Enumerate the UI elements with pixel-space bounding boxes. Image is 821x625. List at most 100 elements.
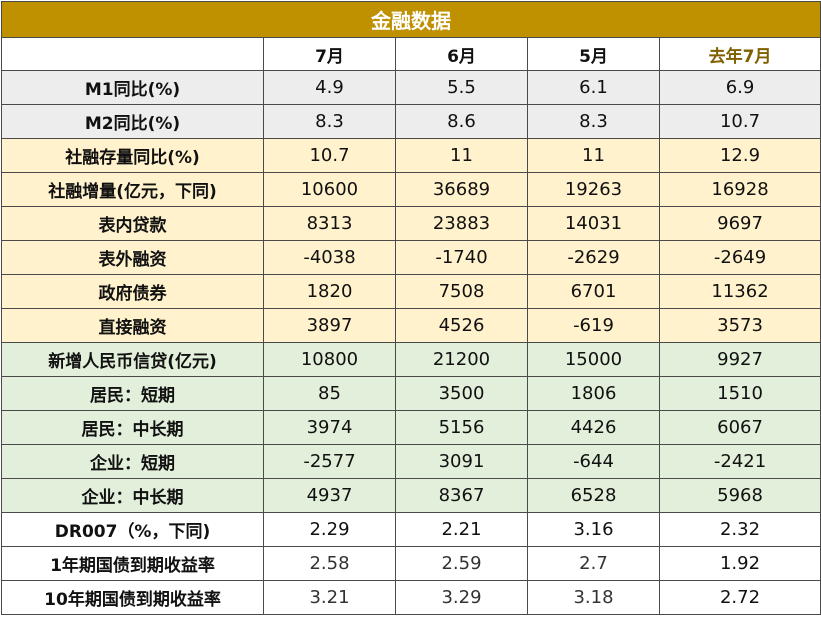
cell-value: 3.16 — [527, 512, 660, 547]
cell-value: 5156 — [395, 410, 528, 445]
cell-value: 1.92 — [658, 546, 821, 581]
cell-value: 1806 — [527, 376, 660, 411]
row-label: 表内贷款 — [1, 206, 264, 241]
row-label: 直接融资 — [1, 308, 264, 343]
cell-value: 15000 — [527, 342, 660, 377]
cell-value: 5968 — [658, 478, 821, 513]
cell-value: 4937 — [263, 478, 396, 513]
cell-value: 3091 — [395, 444, 528, 479]
cell-value: 2.7 — [527, 546, 660, 581]
row-label: 表外融资 — [1, 240, 264, 275]
cell-value: -619 — [527, 308, 660, 343]
cell-value: -2629 — [527, 240, 660, 275]
cell-value: 7508 — [395, 274, 528, 309]
table-row: 居民：短期 85 3500 1806 1510 — [1, 376, 821, 411]
cell-value: 4426 — [527, 410, 660, 445]
cell-value: 8367 — [395, 478, 528, 513]
header-blank — [1, 37, 264, 71]
cell-value: 12.9 — [658, 138, 821, 173]
cell-value: 9697 — [658, 206, 821, 241]
row-label: M1同比(%) — [1, 70, 264, 105]
cell-value: 2.58 — [263, 546, 396, 581]
header-last-year-jul: 去年7月 — [658, 37, 821, 71]
row-label: DR007（%，下同) — [1, 512, 264, 547]
cell-value: 4.9 — [263, 70, 396, 105]
row-label: M2同比(%) — [1, 104, 264, 139]
cell-value: 10.7 — [658, 104, 821, 139]
cell-value: 8.6 — [395, 104, 528, 139]
table-row: 社融增量(亿元，下同) 10600 36689 19263 16928 — [1, 172, 821, 207]
table-row: 居民：中长期 3974 5156 4426 6067 — [1, 410, 821, 445]
cell-value: 8.3 — [527, 104, 660, 139]
table-row: 新增人民币信贷(亿元) 10800 21200 15000 9927 — [1, 342, 821, 377]
cell-value: 3974 — [263, 410, 396, 445]
cell-value: 36689 — [395, 172, 528, 207]
row-label: 社融增量(亿元，下同) — [1, 172, 264, 207]
cell-value: 10600 — [263, 172, 396, 207]
cell-value: 85 — [263, 376, 396, 411]
table-row: 表外融资 -4038 -1740 -2629 -2649 — [1, 240, 821, 275]
cell-value: 10800 — [263, 342, 396, 377]
cell-value: 2.29 — [263, 512, 396, 547]
row-label: 居民：短期 — [1, 376, 264, 411]
cell-value: 6.9 — [658, 70, 821, 105]
cell-value: 9927 — [658, 342, 821, 377]
cell-value: 3500 — [395, 376, 528, 411]
cell-value: 19263 — [527, 172, 660, 207]
cell-value: 3.29 — [395, 580, 528, 615]
cell-value: 6.1 — [527, 70, 660, 105]
row-label: 居民：中长期 — [1, 410, 264, 445]
cell-value: 11 — [527, 138, 660, 173]
table-header-row: 7月 6月 5月 去年7月 — [1, 37, 821, 71]
cell-value: -1740 — [395, 240, 528, 275]
cell-value: -2649 — [658, 240, 821, 275]
row-label: 企业：中长期 — [1, 478, 264, 513]
table-row: 1年期国债到期收益率 2.58 2.59 2.7 1.92 — [1, 546, 821, 581]
table-row: 企业：短期 -2577 3091 -644 -2421 — [1, 444, 821, 479]
cell-value: 6067 — [658, 410, 821, 445]
cell-value: 21200 — [395, 342, 528, 377]
cell-value: 16928 — [658, 172, 821, 207]
table-row: M2同比(%) 8.3 8.6 8.3 10.7 — [1, 104, 821, 139]
table-row: 直接融资 3897 4526 -619 3573 — [1, 308, 821, 343]
cell-value: 23883 — [395, 206, 528, 241]
cell-value: 2.32 — [658, 512, 821, 547]
cell-value: 6701 — [527, 274, 660, 309]
table-row: DR007（%，下同) 2.29 2.21 3.16 2.32 — [1, 512, 821, 547]
cell-value: 14031 — [527, 206, 660, 241]
cell-value: 1510 — [658, 376, 821, 411]
table-title-row: 金融数据 — [0, 1, 821, 38]
row-label: 政府债券 — [1, 274, 264, 309]
cell-value: -644 — [527, 444, 660, 479]
cell-value: 4526 — [395, 308, 528, 343]
table-row: 表内贷款 8313 23883 14031 9697 — [1, 206, 821, 241]
cell-value: 3573 — [658, 308, 821, 343]
cell-value: 11362 — [658, 274, 821, 309]
cell-value: -4038 — [263, 240, 396, 275]
row-label: 1年期国债到期收益率 — [1, 546, 264, 581]
cell-value: 3.18 — [527, 580, 660, 615]
cell-value: -2577 — [263, 444, 396, 479]
cell-value: 3897 — [263, 308, 396, 343]
cell-value: 2.72 — [658, 580, 821, 615]
table-row: 10年期国债到期收益率 3.21 3.29 3.18 2.72 — [1, 580, 821, 615]
cell-value: 8313 — [263, 206, 396, 241]
table-row: 社融存量同比(%) 10.7 11 11 12.9 — [1, 138, 821, 173]
cell-value: 10.7 — [263, 138, 396, 173]
table-row: 政府债券 1820 7508 6701 11362 — [1, 274, 821, 309]
header-jun: 6月 — [395, 37, 528, 71]
row-label: 新增人民币信贷(亿元) — [1, 342, 264, 377]
table-title: 金融数据 — [0, 1, 821, 38]
cell-value: 6528 — [527, 478, 660, 513]
table-row: 企业：中长期 4937 8367 6528 5968 — [1, 478, 821, 513]
row-label: 社融存量同比(%) — [1, 138, 264, 173]
cell-value: 1820 — [263, 274, 396, 309]
row-label: 企业：短期 — [1, 444, 264, 479]
header-may: 5月 — [527, 37, 660, 71]
header-jul: 7月 — [263, 37, 396, 71]
row-label: 10年期国债到期收益率 — [1, 580, 264, 615]
cell-value: 2.21 — [395, 512, 528, 547]
table-row: M1同比(%) 4.9 5.5 6.1 6.9 — [1, 70, 821, 105]
